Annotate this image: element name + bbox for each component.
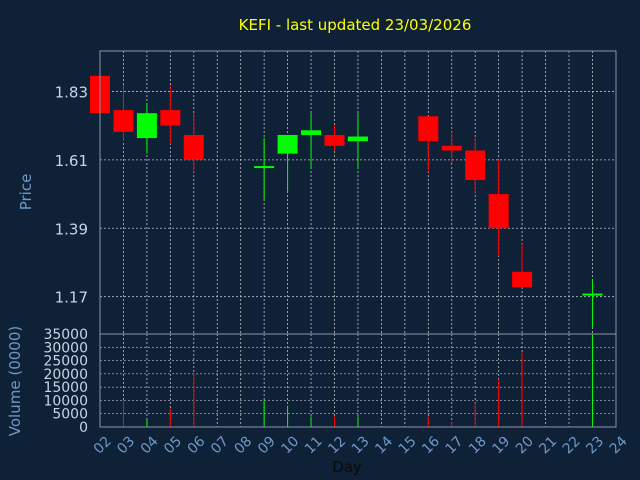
- volume-tick-label: 10000: [43, 393, 88, 409]
- candle-body: [582, 293, 603, 296]
- x-tick-label: 02: [91, 433, 115, 457]
- x-tick-label: 15: [396, 433, 420, 457]
- candle-body: [277, 134, 298, 154]
- candle-body: [183, 134, 204, 160]
- x-tick-label: 23: [583, 433, 607, 457]
- x-tick-label: 16: [419, 433, 443, 457]
- x-tick-label: 06: [185, 433, 209, 457]
- x-tick-label: 09: [255, 433, 279, 457]
- candle-body: [160, 110, 181, 126]
- x-tick-label: 07: [208, 433, 232, 457]
- candle-body: [418, 116, 439, 142]
- volume-panel-frame: [99, 333, 617, 428]
- volume-tick-label: 0: [79, 420, 88, 436]
- x-axis-label: Day: [332, 458, 362, 476]
- candle-body: [441, 145, 462, 151]
- x-tick-label: 14: [372, 433, 396, 457]
- tick-labels: 02 03 04 05 06 07 08 09 10 11 12 13 14 15 16 17 18 19 20 21…: [43, 83, 630, 457]
- volume-tick-label: 5000: [52, 407, 88, 423]
- x-tick-label: 17: [443, 433, 467, 457]
- volume-tick-label: 15000: [43, 380, 88, 396]
- volume-tick-label: 35000: [43, 327, 88, 343]
- x-tick-label: 04: [138, 433, 162, 457]
- candle-body: [113, 110, 134, 132]
- x-tick-label: 03: [114, 433, 138, 457]
- x-tick-label: 08: [232, 433, 256, 457]
- candle-body: [347, 136, 368, 142]
- candle-body: [324, 134, 345, 146]
- chart-title: KEFI - last updated 23/03/2026: [239, 16, 472, 34]
- x-tick-label: 24: [607, 433, 631, 457]
- x-tick-label: 20: [513, 433, 537, 457]
- grid: [99, 51, 617, 427]
- price-tick-label: 1.61: [55, 152, 88, 170]
- y-axis-label: Price: [17, 174, 35, 211]
- volume-axis-label: Volume (0000): [6, 326, 24, 436]
- x-tick-label: 11: [302, 433, 326, 457]
- x-tick-label: 19: [489, 433, 513, 457]
- x-tick-label: 10: [278, 433, 302, 457]
- candle-body: [488, 194, 509, 229]
- candle-body: [465, 150, 486, 181]
- x-tick-label: 13: [349, 433, 373, 457]
- x-tick-label: 18: [466, 433, 490, 457]
- candle-body: [254, 166, 275, 169]
- candle-body: [301, 130, 322, 135]
- volume-tick-label: 25000: [43, 354, 88, 370]
- candles: [90, 75, 603, 328]
- volume-bars: [122, 334, 593, 427]
- price-tick-label: 1.39: [55, 220, 88, 238]
- volume-tick-label: 30000: [43, 340, 88, 356]
- price-tick-label: 1.17: [55, 289, 88, 307]
- x-tick-label: 21: [536, 433, 560, 457]
- x-tick-label: 22: [560, 433, 584, 457]
- x-tick-label: 12: [325, 433, 349, 457]
- price-tick-label: 1.83: [55, 83, 88, 101]
- x-tick-label: 05: [161, 433, 185, 457]
- candle-body: [136, 113, 157, 139]
- candle-body: [512, 271, 533, 288]
- volume-tick-label: 20000: [43, 367, 88, 383]
